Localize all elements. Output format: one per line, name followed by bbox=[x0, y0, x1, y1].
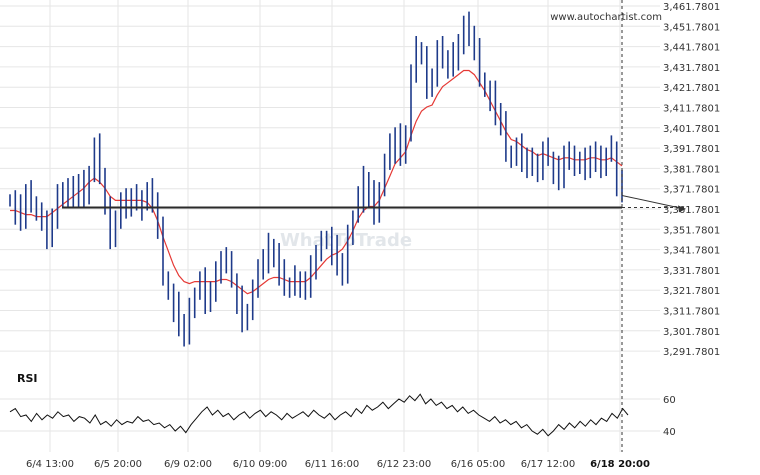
price-tick-label: 3,381.7801 bbox=[663, 164, 720, 175]
watermark: WhatToTrade bbox=[280, 230, 412, 251]
price-axis: 3,461.7801 3,451.7801 3,441.7801 3,431.7801… bbox=[663, 2, 720, 358]
price-tick-label: 3,431.7801 bbox=[663, 63, 720, 74]
price-tick-label: 3,391.7801 bbox=[663, 144, 720, 155]
rsi-line bbox=[9, 393, 629, 437]
price-tick-label: 3,291.7801 bbox=[663, 347, 720, 358]
grid-lines bbox=[0, 0, 660, 452]
time-tick-label: 6/10 09:00 bbox=[233, 459, 287, 470]
forecast-arrow-line bbox=[621, 194, 685, 210]
price-tick-label: 3,371.7801 bbox=[663, 185, 720, 196]
time-axis: 6/4 13:00 6/5 20:00 6/9 02:00 6/10 09:00 6/1… bbox=[26, 459, 650, 470]
time-tick-label: 6/12 23:00 bbox=[377, 459, 431, 470]
rsi-title: RSI bbox=[17, 372, 38, 385]
price-series-layer bbox=[9, 11, 623, 347]
price-tick-label: 3,341.7801 bbox=[663, 246, 720, 257]
price-tick-label: 3,401.7801 bbox=[663, 124, 720, 135]
price-tick-label: 3,461.7801 bbox=[663, 2, 720, 13]
time-tick-label: 6/5 20:00 bbox=[94, 459, 142, 470]
price-tick-label: 3,321.7801 bbox=[663, 286, 720, 297]
price-tick-label: 3,441.7801 bbox=[663, 43, 720, 54]
price-tick-label: 3,421.7801 bbox=[663, 83, 720, 94]
time-tick-label: 6/9 02:00 bbox=[164, 459, 212, 470]
price-tick-label: 3,411.7801 bbox=[663, 104, 720, 115]
forecast-arrow-head bbox=[678, 205, 686, 213]
price-tick-label: 3,311.7801 bbox=[663, 307, 720, 318]
time-tick-label: 6/16 05:00 bbox=[451, 459, 505, 470]
price-tick-label: 3,301.7801 bbox=[663, 327, 720, 338]
rsi-tick-label: 60 bbox=[663, 395, 676, 406]
rsi-tick-label: 40 bbox=[663, 427, 676, 438]
time-tick-label: 6/17 12:00 bbox=[521, 459, 575, 470]
price-tick-label: 3,331.7801 bbox=[663, 266, 720, 277]
rsi-panel: 60 40 bbox=[9, 393, 676, 438]
price-tick-label: 3,361.7801 bbox=[663, 205, 720, 216]
time-tick-label: 6/11 16:00 bbox=[305, 459, 359, 470]
time-tick-label: 6/18 20:00 bbox=[590, 459, 650, 470]
price-tick-label: 3,351.7801 bbox=[663, 225, 720, 236]
price-tick-label: 3,451.7801 bbox=[663, 22, 720, 33]
time-tick-label: 6/4 13:00 bbox=[26, 459, 74, 470]
support-level-layer bbox=[62, 0, 686, 452]
site-label: www.autochartist.com bbox=[550, 12, 662, 23]
